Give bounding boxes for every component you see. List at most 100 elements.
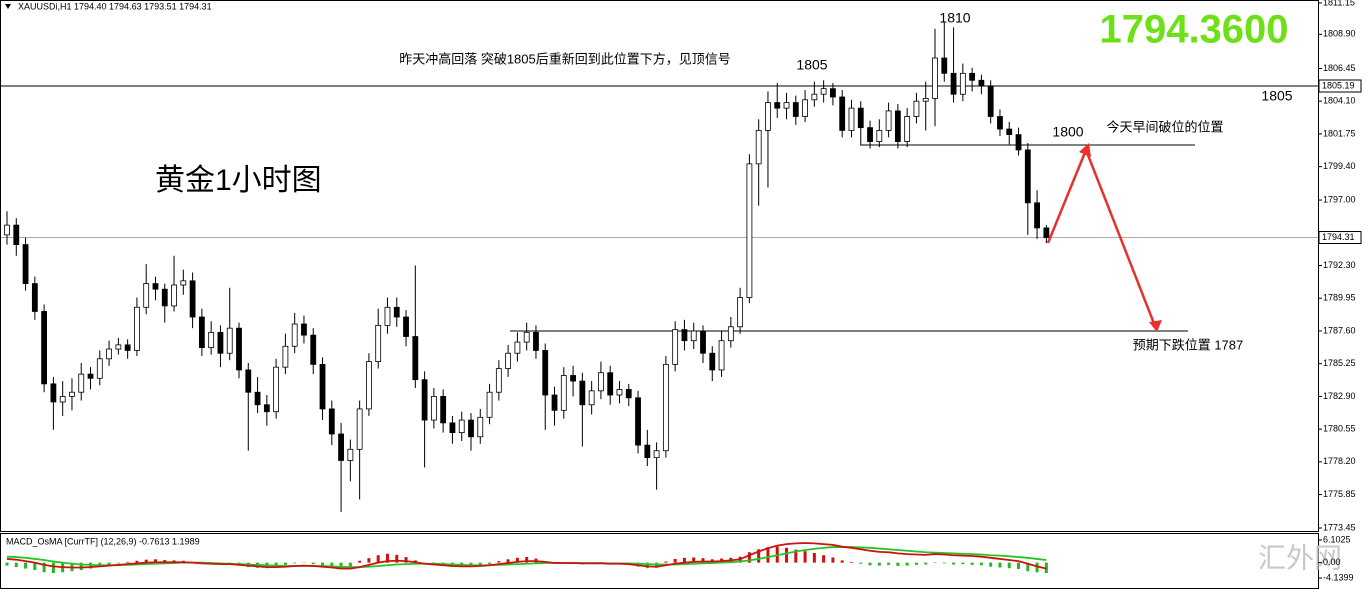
candle-body [755,130,762,165]
y-tick-label: 1787.60 [1323,325,1356,335]
candle-body [115,344,122,350]
macd-line [6,542,1047,570]
candle-body [820,88,827,95]
big-price: 1794.3600 [1099,8,1288,52]
candle-body [180,280,187,286]
osma-bar [989,562,993,567]
candle-body [96,358,103,379]
price-label: 1794.31 [1322,232,1355,242]
osma-bar [924,562,928,565]
candle-body [22,244,29,285]
candle-body [560,375,567,411]
candle-body [217,331,224,354]
candle-body [430,396,437,421]
osma-bar [525,557,529,563]
y-tick-label: 1773.45 [1323,522,1356,532]
candle-body [440,396,447,424]
osma-bar [385,553,389,563]
candle-body [746,163,753,298]
osma-bar [849,561,853,563]
osma-bar [395,554,399,563]
candle-body [876,130,883,142]
candle-body [533,331,539,351]
candle-body [338,433,344,461]
candle-body [783,102,790,109]
candle-body [542,350,549,396]
candle-body [857,107,864,129]
candle-body [384,306,391,326]
candle-body [894,110,901,142]
candle-body [718,340,725,371]
annotation: 预期下跌位置 1787 [1133,337,1244,352]
osma-bar [144,559,148,563]
candle-body [310,334,317,365]
candle-body [41,311,48,385]
candle-body [505,352,512,369]
candle-body [616,389,623,396]
candle-body [31,283,38,312]
candle-body [356,408,363,450]
candle-body [737,297,744,328]
candle-body [403,316,409,337]
osma-bar [961,562,965,565]
osma-bar [914,562,918,565]
candle-body [291,323,298,347]
osma-bar [478,562,482,566]
candle-body [987,85,994,117]
candle-body [69,391,75,397]
price-label: 1805.19 [1322,80,1355,90]
osma-bar [33,562,37,571]
osma-bar [822,555,826,563]
candle-body [644,444,651,459]
osma-bar [803,551,807,563]
candle-body [486,391,493,418]
candle-body [653,450,660,459]
candle-body [319,363,326,410]
candle-body [848,107,855,131]
osma-bar [1035,562,1039,573]
osma-bar [5,562,9,566]
candle-body [1015,134,1022,151]
y-tick-label: 1792.30 [1323,260,1356,270]
osma-bar [952,562,956,565]
candle-body [792,102,799,117]
osma-bar [376,555,380,563]
osma-bar [979,562,983,566]
candle-body [830,88,836,98]
osma-bar [348,562,352,568]
candle-body [152,283,159,290]
chart-title: 黄金1小时图 [155,164,322,197]
candle-body [802,99,808,117]
osma-bar [887,562,891,565]
candle-body [87,373,94,379]
y-tick-label: 1804.10 [1323,96,1356,106]
y-tick-label: 0.00 [1323,557,1341,567]
y-tick-label: 1782.90 [1323,391,1356,401]
candle-body [1034,202,1040,229]
candle-body [13,224,20,246]
y-tick-label: 1789.95 [1323,293,1356,303]
price-label-box [1318,79,1362,93]
candle-body [932,57,938,99]
candle-body [301,323,307,336]
candle-body [198,316,205,349]
candle-body [412,336,419,381]
osma-bar [970,562,974,565]
candle-body [236,327,242,371]
osma-bar [1017,562,1021,569]
price-label-box [1318,231,1362,245]
osma-bar [868,562,872,566]
osma-bar [404,557,408,563]
candle-body [161,288,168,307]
candle-body [700,330,706,354]
osma-bar [785,547,789,563]
osma-bar [488,562,492,565]
candle-body [263,404,270,413]
y-tick-label: 1806.45 [1323,63,1356,73]
candle-body [208,331,215,349]
candle-body [709,352,716,371]
indicator-title: MACD_OsMA [CurrTF] (12,26,9) -0.7613 1.1… [6,536,200,546]
osma-bar [1007,562,1011,569]
annotation: 昨天冲高回落 突破1805后重新回到此位置下方，见顶信号 [399,51,731,66]
candle-body [551,394,558,411]
